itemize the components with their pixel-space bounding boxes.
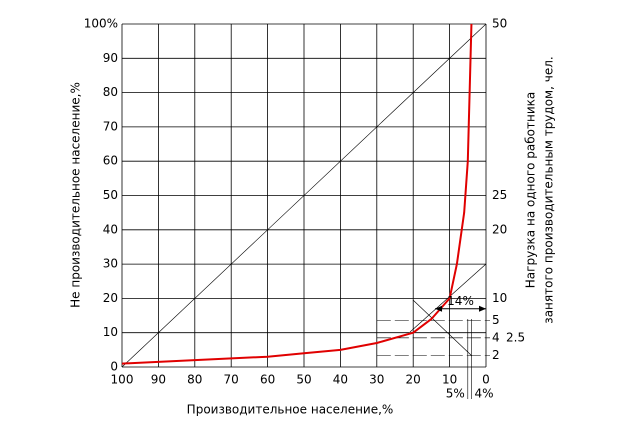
x-tick-label: 90: [151, 373, 166, 387]
annotation: 5%: [446, 387, 465, 401]
x-axis-label: Производительное население,%: [187, 403, 394, 417]
y2-axis-label: занятого производительным трудом, чел.: [542, 56, 556, 323]
y-axis-label: Не производительное население,%: [69, 82, 83, 308]
y2-tick-label: 20: [492, 222, 507, 236]
y-tick-label: 50: [103, 188, 118, 202]
annotation: 4%: [474, 387, 493, 401]
y2-axis-label: Нагрузка на одного работника: [524, 92, 538, 288]
y-tick-label: 90: [103, 51, 118, 65]
y-tick-label: 80: [103, 85, 118, 99]
y2-tick-label: 2: [492, 348, 500, 362]
y-tick-label: 10: [103, 325, 118, 339]
x-tick-label: 40: [333, 373, 348, 387]
annotation: 14%: [447, 294, 474, 308]
diagonal: [121, 23, 487, 368]
x-tick-label: 30: [369, 373, 384, 387]
curve: [121, 23, 473, 365]
y2-tick-label: 10: [492, 291, 507, 305]
y2-tick-label: 4: [492, 330, 500, 344]
y-tick-label: 0: [110, 360, 118, 374]
y-tick-label: 20: [103, 291, 118, 305]
y2-tick-label: 25: [492, 188, 507, 202]
x-tick-label: 60: [260, 373, 275, 387]
y-tick-label: 60: [103, 154, 118, 168]
x-tick-label: 10: [442, 373, 457, 387]
x-tick-label: 0: [482, 373, 490, 387]
y2-tick-label: 5: [492, 313, 500, 327]
y-tick-label: 100%: [84, 17, 118, 31]
y2-tick-label: 2.5: [506, 330, 525, 344]
x-tick-label: 100: [111, 373, 134, 387]
x-tick-label: 50: [296, 373, 311, 387]
y-tick-label: 70: [103, 119, 118, 133]
x-tick-label: 20: [406, 373, 421, 387]
y-tick-label: 30: [103, 257, 118, 271]
x-tick-label: 70: [224, 373, 239, 387]
construction-line: [412, 299, 473, 357]
y-tick-label: 40: [103, 222, 118, 236]
x-tick-label: 80: [187, 373, 202, 387]
y2-tick-label: 50: [492, 17, 507, 31]
